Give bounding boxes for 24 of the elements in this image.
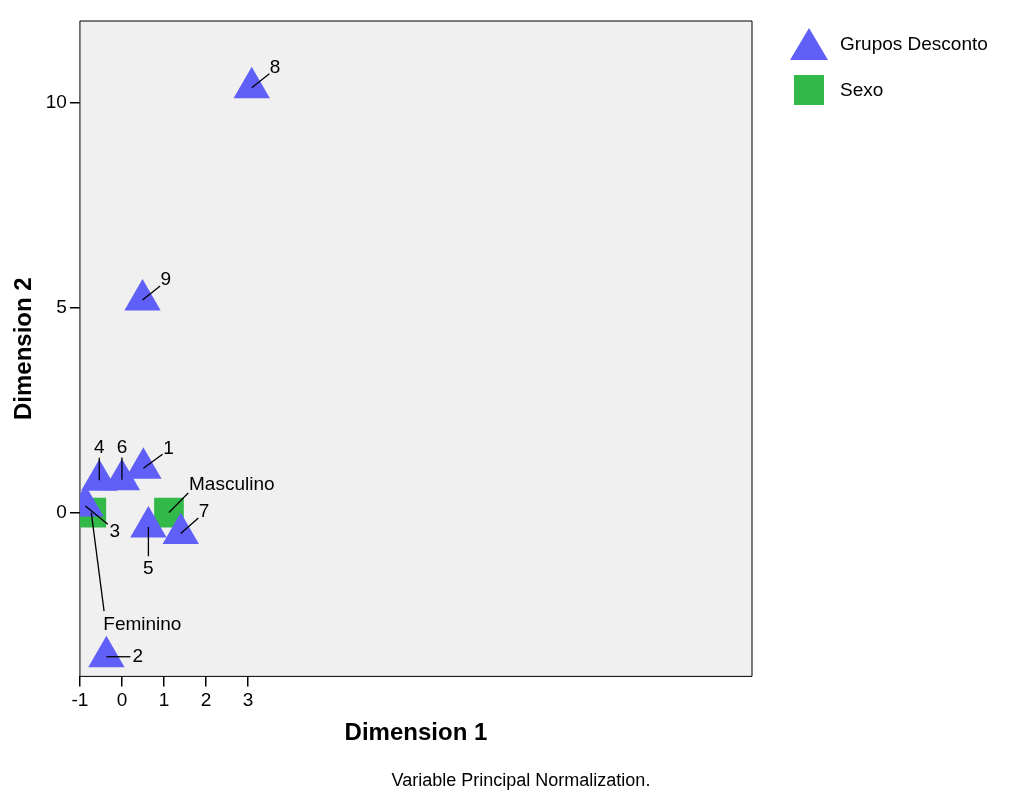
annotation: Feminino — [103, 612, 182, 634]
y-tick-label: 0 — [56, 500, 67, 522]
y-tick-label: 5 — [56, 295, 67, 317]
annotation: 5 — [143, 557, 154, 579]
x-tick-label: 3 — [242, 689, 254, 711]
annotation: 4 — [93, 436, 105, 458]
annotation: 9 — [160, 268, 172, 290]
legend-label: Sexo — [840, 79, 884, 101]
y-axis-title: Dimension 2 — [9, 277, 37, 421]
y-tick-label: 10 — [45, 91, 67, 113]
annotation: 2 — [132, 644, 143, 666]
x-tick-label: 2 — [200, 689, 212, 711]
legend-label: Grupos Desconto — [840, 33, 988, 55]
x-axis-title: Dimension 1 — [344, 718, 488, 746]
annotation: Masculino — [188, 472, 275, 494]
x-tick-label: 0 — [116, 689, 128, 711]
annotation: 8 — [269, 56, 281, 77]
annotation: 1 — [163, 436, 174, 458]
annotation: 3 — [109, 520, 120, 542]
x-tick-label: -1 — [71, 689, 89, 711]
annotation: 6 — [116, 436, 128, 458]
x-tick-label: 1 — [158, 689, 170, 711]
annotation: 7 — [198, 499, 210, 521]
text: Variable Principal Normalization. — [390, 770, 652, 791]
